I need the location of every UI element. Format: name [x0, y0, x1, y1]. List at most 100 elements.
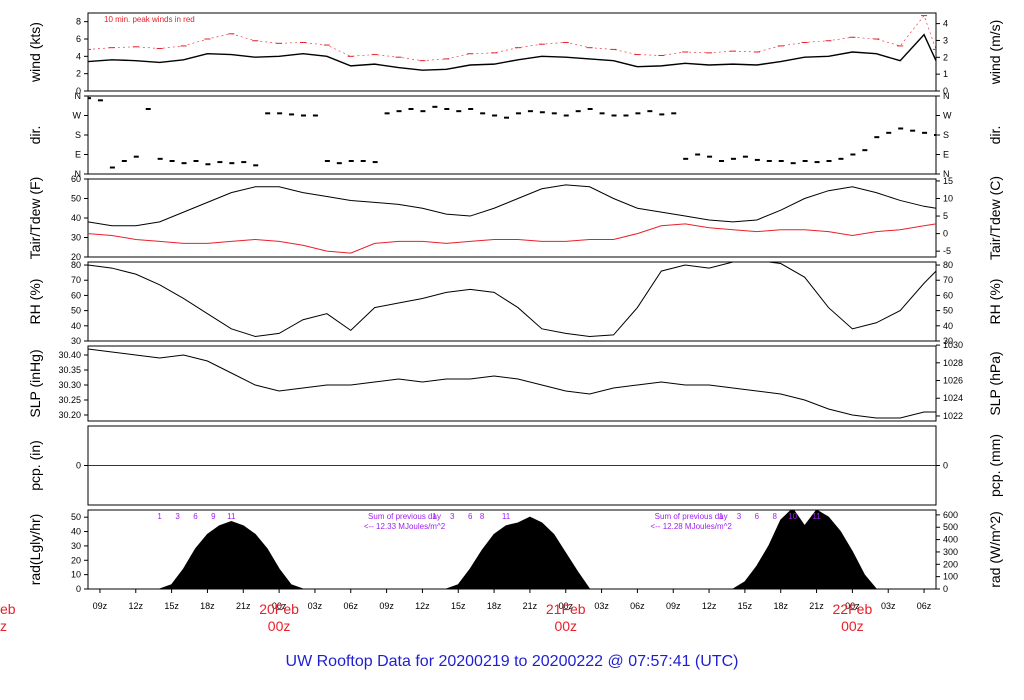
- dir-tick-label-right: N: [943, 169, 950, 179]
- rad-tick-label-left: 0: [76, 584, 81, 594]
- dir-point: [217, 161, 223, 164]
- dir-point: [719, 160, 725, 162]
- dir-point: [289, 113, 295, 116]
- dir-point: [444, 108, 450, 110]
- dir-point: [814, 161, 820, 164]
- temp-tick-label-left: 30: [71, 233, 81, 243]
- rad-hour-mark: 1: [157, 512, 162, 521]
- dir-point: [420, 110, 426, 113]
- dir-point: [348, 160, 354, 162]
- rh-tick-label-right: 30: [943, 336, 953, 346]
- dir-point: [742, 155, 748, 158]
- rad-hour-mark: 6: [755, 512, 760, 521]
- dir-point: [468, 108, 474, 110]
- temp-tick-label-left: 50: [71, 194, 81, 204]
- x-date-day: 22Feb: [833, 601, 873, 617]
- dir-point: [432, 105, 438, 108]
- dir-point: [277, 112, 283, 115]
- dir-tick-label-left: W: [73, 111, 82, 121]
- rad-hour-mark: 6: [468, 512, 473, 521]
- dir-point: [862, 149, 868, 152]
- x-tick-label: 18z: [487, 601, 502, 611]
- x-tick-label: 21z: [236, 601, 251, 611]
- dir-tick-label-right: W: [943, 111, 952, 121]
- temp-ylabel-right: Tair/Tdew (C): [987, 176, 1003, 260]
- rh-tick-label-right: 80: [943, 260, 953, 270]
- dir-tick-label-left: S: [75, 130, 81, 140]
- rad-hour-mark: 8: [480, 512, 485, 521]
- dir-point: [886, 131, 892, 134]
- rad-hour-mark: 1: [432, 512, 437, 521]
- edge-date-label: eb: [0, 601, 16, 617]
- dir-point: [647, 110, 653, 113]
- pcp-tick-label-left: 0: [76, 461, 81, 471]
- slp-tick-label-left: 30.20: [58, 410, 81, 420]
- rh-tick-label-right: 40: [943, 321, 953, 331]
- x-tick-label: 21z: [809, 601, 824, 611]
- rad-area: [159, 510, 877, 589]
- x-tick-label: 21z: [523, 601, 538, 611]
- pcp-ylabel-left: pcp. (in): [27, 440, 43, 491]
- dir-tick-label-left: N: [75, 169, 82, 179]
- wind-line-0: [88, 33, 936, 71]
- slp-tick-label-left: 30.25: [58, 395, 81, 405]
- rad-tick-label-right: 400: [943, 535, 958, 545]
- dir-point: [539, 111, 545, 114]
- rad-sum-value: <-- 12.33 MJoules/m^2: [364, 522, 446, 531]
- dir-point: [551, 112, 557, 115]
- rad-hour-mark: 8: [773, 512, 778, 521]
- x-tick-label: 09z: [666, 601, 681, 611]
- slp-ylabel-right: SLP (hPa): [987, 351, 1003, 415]
- dir-ylabel-left: dir.: [27, 126, 43, 145]
- dir-point: [730, 157, 736, 160]
- dir-point: [874, 136, 880, 139]
- rh-panel: 30 40 50 60 70 80 30 40 50 60 70 80 RH (%) RH (%): [27, 260, 1003, 346]
- wind-panel: 0 2 4 6 8 0 1 2 3 4 wind (kts) wind (m/s) 10 min. pe…: [27, 12, 1003, 96]
- rad-hour-mark: 6: [193, 512, 198, 521]
- rh-series-group: [88, 262, 936, 337]
- dir-point: [133, 155, 139, 158]
- dir-point: [109, 166, 115, 169]
- rad-hour-mark: 10: [788, 512, 797, 521]
- dir-point: [241, 161, 247, 164]
- dir-point: [898, 127, 904, 130]
- dir-point: [575, 110, 581, 113]
- slp-tick-label-left: 30.40: [58, 350, 81, 360]
- x-tick-label: 15z: [451, 601, 466, 611]
- dir-point: [599, 112, 605, 115]
- temp-frame: [87, 178, 937, 258]
- slp-tick-label-right: 1022: [943, 411, 963, 421]
- temp-tick-label-left: 40: [71, 213, 81, 223]
- slp-tick-label-left: 30.30: [58, 380, 81, 390]
- x-tick-label: 09z: [93, 601, 108, 611]
- rh-tick-label-left: 60: [71, 290, 81, 300]
- wind-ylabel-right: wind (m/s): [987, 20, 1003, 86]
- x-tick-label: 03z: [881, 601, 896, 611]
- rad-tick-label-right: 300: [943, 547, 958, 557]
- temp-tick-label-right: 0: [943, 229, 948, 239]
- dir-point: [504, 116, 510, 119]
- dir-point: [360, 160, 366, 162]
- rad-tick-label-left: 40: [71, 527, 81, 537]
- temp-tick-label-right: -5: [943, 246, 951, 256]
- slp-line-0: [88, 348, 936, 419]
- dir-point: [97, 99, 103, 102]
- x-date-day: 20Feb: [259, 601, 299, 617]
- x-axis: 09z 12z 15z 18z 21z 00z 03z 06z 09z 12z 15z 18z 21z 0…: [93, 589, 932, 634]
- rh-tick-label-left: 50: [71, 306, 81, 316]
- wind-tick-label-right: 4: [943, 19, 948, 29]
- rad-tick-label-right: 600: [943, 510, 958, 520]
- rh-tick-label-right: 50: [943, 306, 953, 316]
- wind-tick-label-right: 2: [943, 52, 948, 62]
- dir-point: [778, 160, 784, 162]
- x-tick-label: 18z: [200, 601, 215, 611]
- dir-frame: [87, 95, 937, 175]
- dir-point: [229, 162, 235, 165]
- rad-tick-label-left: 30: [71, 541, 81, 551]
- x-tick-label: 15z: [738, 601, 753, 611]
- dir-point: [635, 112, 641, 115]
- temp-tick-label-right: 5: [943, 211, 948, 221]
- dir-point: [850, 153, 856, 156]
